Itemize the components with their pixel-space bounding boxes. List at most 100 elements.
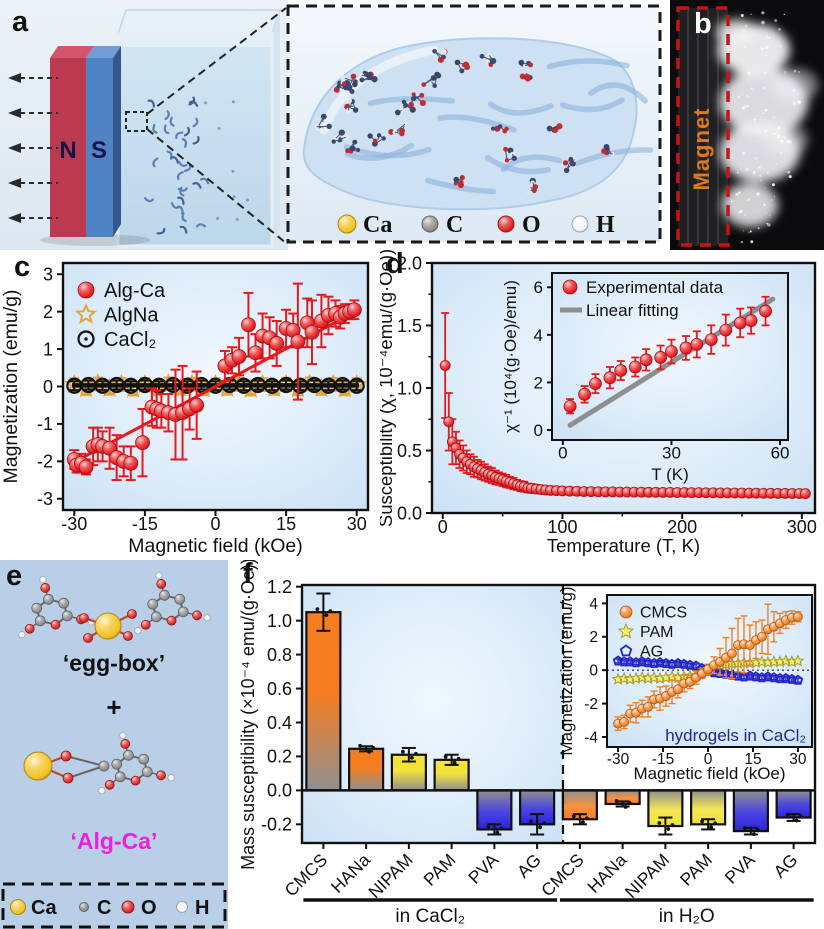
fluff-speckle <box>743 46 747 49</box>
fluff-speckle <box>783 13 786 16</box>
x-axis-label: Magnetic field (kOe) <box>128 535 302 557</box>
y-tick-label: 0.0 <box>397 503 422 523</box>
gel-particle <box>175 131 184 140</box>
shape <box>461 62 467 68</box>
bar-data-dot <box>443 754 448 759</box>
fluff-speckle <box>767 223 771 227</box>
fluff-speckle <box>786 140 790 144</box>
bar-data-dot <box>584 816 589 821</box>
fluff-speckle <box>747 63 750 66</box>
shape <box>430 75 437 81</box>
fluff-speckle <box>752 171 756 175</box>
shape <box>355 147 361 153</box>
data-point <box>77 281 95 299</box>
data-point <box>290 334 306 349</box>
molecule-cluster <box>331 129 349 144</box>
legend-label-H: H <box>596 212 615 238</box>
legend-atom-H <box>571 215 589 233</box>
data-point <box>231 349 247 364</box>
data-point <box>77 330 95 348</box>
fluff-speckle <box>761 20 765 25</box>
fluff-speckle <box>761 110 764 112</box>
data-point <box>135 435 150 451</box>
y-tick-label: 1.2 <box>267 577 292 597</box>
x-tick-label: 60 <box>771 443 790 462</box>
legend-marker <box>562 279 578 295</box>
data-point <box>241 317 256 333</box>
group-label: in H₂O <box>659 906 715 927</box>
legend-label-C: C <box>97 897 111 919</box>
legend-atom-C <box>421 215 439 233</box>
legend-atom-Ca <box>10 899 26 915</box>
fluff-speckle <box>763 203 766 206</box>
y-tick-label: 0.4 <box>267 713 292 733</box>
x-tick-label: -15 <box>132 514 158 534</box>
data-point <box>791 654 805 667</box>
data-point <box>793 611 803 622</box>
magnet-south <box>86 58 113 237</box>
calcium-ion <box>23 751 53 781</box>
molecule-cluster <box>518 59 534 68</box>
y-tick-label: 0 <box>534 421 543 440</box>
shape <box>349 145 356 152</box>
data-point <box>792 674 804 685</box>
gel-particle <box>176 171 184 181</box>
shape <box>716 19 756 45</box>
fluff-speckle <box>760 179 763 182</box>
water-surface <box>118 34 272 47</box>
legend-label-Ca: Ca <box>31 897 57 919</box>
bar-label: NIPAM <box>364 850 416 902</box>
data-point <box>665 669 679 683</box>
bar-data-dot <box>499 826 504 831</box>
panel-a-gel-inset: Ca C O H <box>286 4 662 244</box>
shape <box>298 384 302 388</box>
shape <box>143 383 147 387</box>
data-point <box>617 671 631 685</box>
y-tick-label: 0.0 <box>267 781 292 801</box>
polymer-strand <box>559 97 625 113</box>
bar-data-dot <box>542 821 547 826</box>
fluff-speckle <box>779 45 782 48</box>
data-point <box>759 304 772 318</box>
data-point <box>733 316 747 330</box>
fluff-speckle <box>742 151 746 156</box>
data-point <box>690 337 704 351</box>
zoom-line <box>146 128 287 244</box>
shape <box>392 129 398 135</box>
molecule-cluster <box>344 97 359 114</box>
gel-particle <box>156 227 166 235</box>
fluff-speckle <box>762 112 765 115</box>
fluff-speckle <box>740 240 744 244</box>
shape <box>18 631 26 639</box>
bar-data-dot <box>315 607 320 612</box>
polymer-strand <box>425 177 497 195</box>
gel-particle <box>192 181 202 189</box>
bar-data-dot <box>623 805 628 809</box>
legend-atom-H <box>176 901 188 913</box>
shape <box>546 125 553 132</box>
y-tick-label: -2 <box>37 452 53 472</box>
shape <box>61 610 73 622</box>
data-point <box>563 399 577 413</box>
x-tick-label: 30 <box>347 514 367 534</box>
plot-frame <box>300 583 817 845</box>
shape <box>192 610 202 621</box>
fluff-speckle <box>765 45 769 49</box>
bar-label: AG <box>513 850 545 882</box>
bar-data-dot <box>486 824 491 829</box>
shape <box>100 384 105 388</box>
data-point <box>304 324 320 340</box>
bar-data-dot <box>324 613 329 618</box>
data-point <box>630 656 642 668</box>
panel-c-label: c <box>14 251 31 283</box>
fluff-speckle <box>788 175 792 179</box>
algca-label: ‘Alg-Ca’ <box>70 828 158 854</box>
legend-label-H: H <box>195 897 209 919</box>
fluff-speckle <box>743 29 745 32</box>
x-axis-label: Temperature (T, K) <box>547 535 700 556</box>
bar-label: PAM <box>676 850 716 890</box>
shape <box>123 631 133 641</box>
legend-label: AG <box>640 644 663 661</box>
fluff-speckle <box>797 71 801 74</box>
data-point <box>635 670 649 684</box>
